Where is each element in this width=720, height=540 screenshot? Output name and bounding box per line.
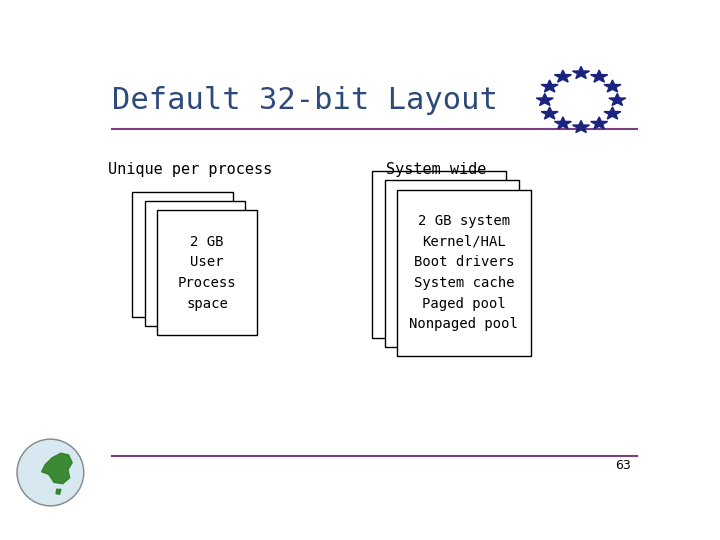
FancyBboxPatch shape (145, 201, 245, 326)
FancyBboxPatch shape (157, 211, 258, 335)
Polygon shape (541, 80, 558, 92)
Text: Unique per process: Unique per process (108, 162, 273, 177)
Text: 2 GB system
Kernel/HAL
Boot drivers
System cache
Paged pool
Nonpaged pool: 2 GB system Kernel/HAL Boot drivers Syst… (410, 214, 518, 331)
Polygon shape (572, 120, 590, 132)
Polygon shape (42, 453, 72, 484)
Text: 63: 63 (616, 460, 631, 472)
Polygon shape (56, 489, 61, 494)
Polygon shape (554, 117, 572, 129)
FancyBboxPatch shape (132, 192, 233, 317)
Text: 2 GB
User
Process
space: 2 GB User Process space (178, 235, 236, 310)
Text: System wide: System wide (386, 162, 486, 177)
Polygon shape (604, 107, 621, 119)
Polygon shape (554, 70, 572, 82)
FancyBboxPatch shape (372, 171, 506, 338)
Polygon shape (590, 70, 608, 82)
Polygon shape (541, 107, 558, 119)
Text: Default 32-bit Layout: Default 32-bit Layout (112, 86, 498, 114)
Polygon shape (609, 93, 626, 105)
Polygon shape (604, 80, 621, 92)
FancyBboxPatch shape (397, 190, 531, 356)
Polygon shape (572, 66, 590, 78)
Circle shape (17, 439, 84, 506)
Polygon shape (590, 117, 608, 129)
Polygon shape (536, 93, 553, 105)
FancyBboxPatch shape (384, 180, 518, 347)
